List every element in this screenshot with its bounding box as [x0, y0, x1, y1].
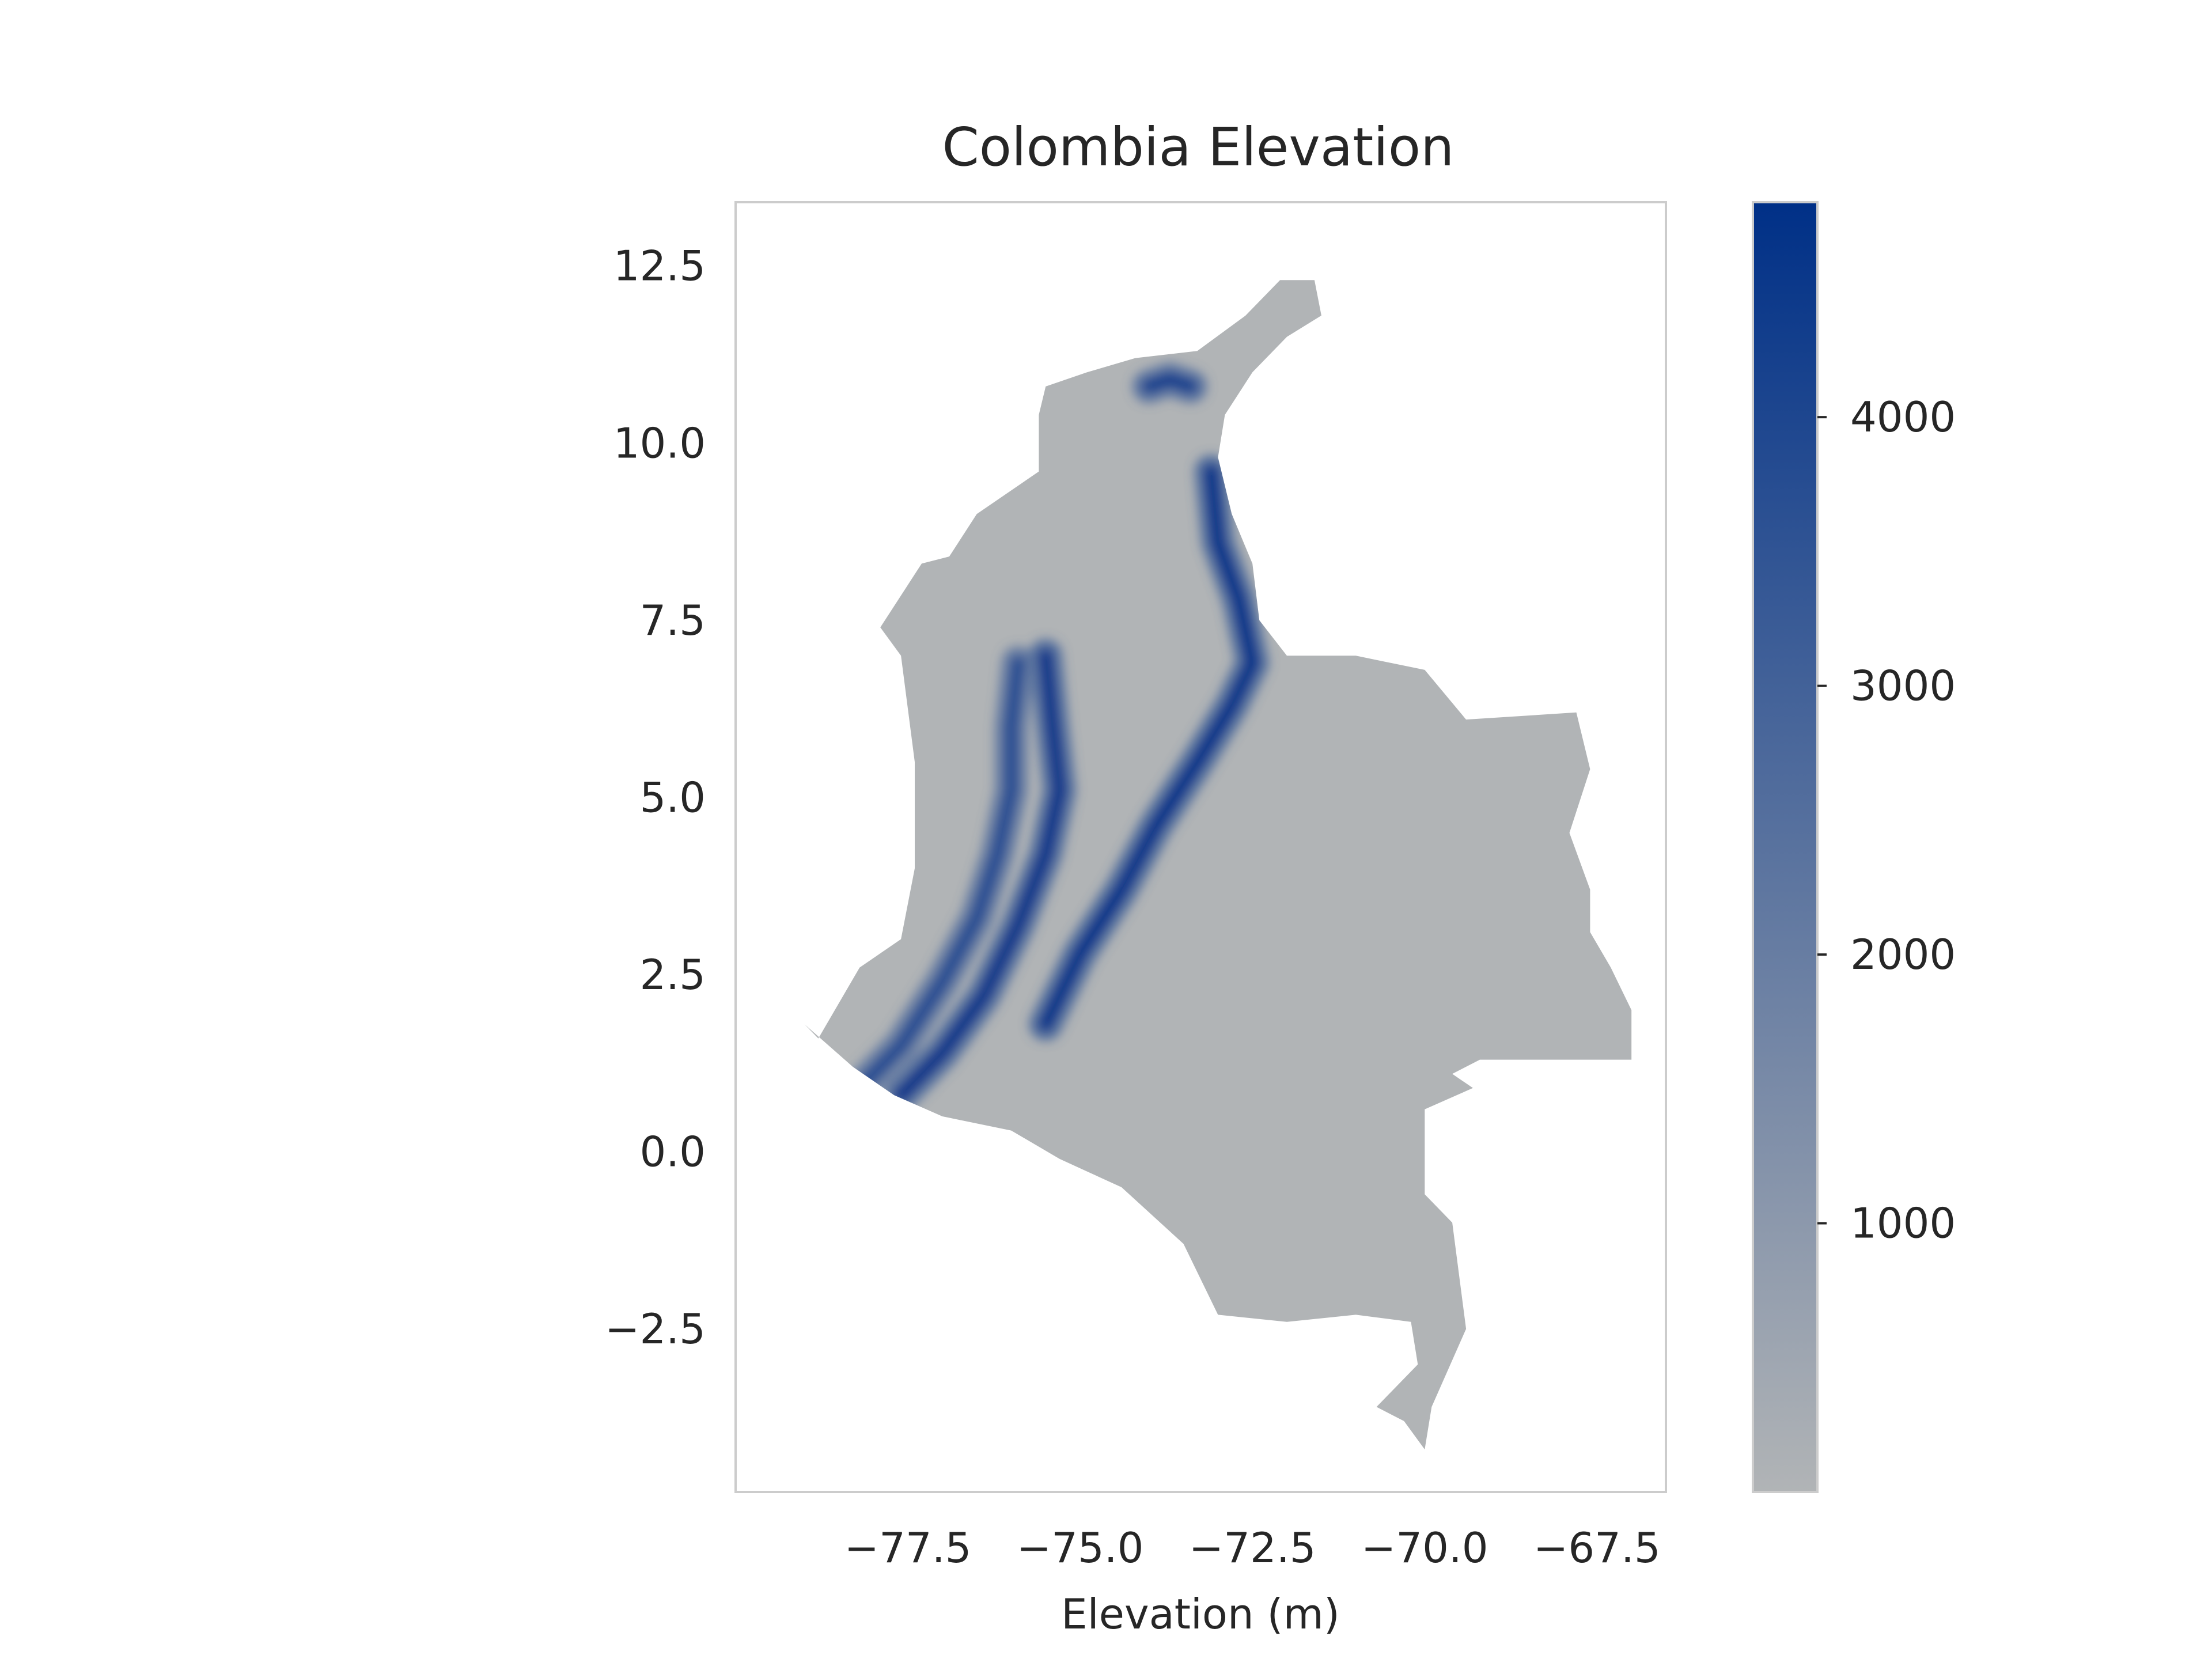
- y-tick-label: 12.5: [613, 242, 706, 290]
- country-lowland: [804, 280, 1632, 1450]
- y-tick-label: 10.0: [613, 419, 706, 467]
- colorbar-tick-label: 4000: [1850, 393, 1956, 441]
- colorbar-tick-label: 1000: [1850, 1199, 1956, 1248]
- x-tick-label: −72.5: [1189, 1524, 1316, 1572]
- y-tick-label: 2.5: [639, 950, 706, 999]
- x-axis-label: Elevation (m): [1061, 1590, 1340, 1638]
- chart-title: Colombia Elevation: [942, 116, 1455, 178]
- y-tick-label: −2.5: [605, 1305, 706, 1353]
- x-tick-label: −70.0: [1361, 1524, 1488, 1572]
- y-tick-label: 5.0: [639, 773, 706, 821]
- x-axis-ticks: −77.5 −75.0 −72.5 −70.0 −67.5: [844, 1524, 1661, 1572]
- ridge-3: [1039, 464, 1260, 1032]
- colorbar-ticks: 1000 2000 3000 4000: [1817, 393, 1956, 1248]
- y-tick-label: 0.0: [639, 1127, 706, 1176]
- ridge-group: [843, 362, 1270, 1112]
- colorbar-tick-label: 2000: [1850, 930, 1956, 979]
- colorbar-tick-label: 3000: [1850, 662, 1956, 710]
- x-tick-label: −77.5: [844, 1524, 972, 1572]
- colorbar: [1752, 201, 1819, 1493]
- ridge-2: [894, 649, 1067, 1103]
- x-tick-label: −67.5: [1533, 1524, 1661, 1572]
- y-tick-label: 7.5: [639, 596, 706, 645]
- ridge-4: [1142, 372, 1198, 393]
- elevation-map: [804, 280, 1632, 1450]
- x-tick-label: −75.0: [1017, 1524, 1144, 1572]
- ridge-1: [853, 656, 1025, 1095]
- y-axis-ticks: 12.5 10.0 7.5 5.0 2.5 0.0 −2.5: [605, 242, 706, 1353]
